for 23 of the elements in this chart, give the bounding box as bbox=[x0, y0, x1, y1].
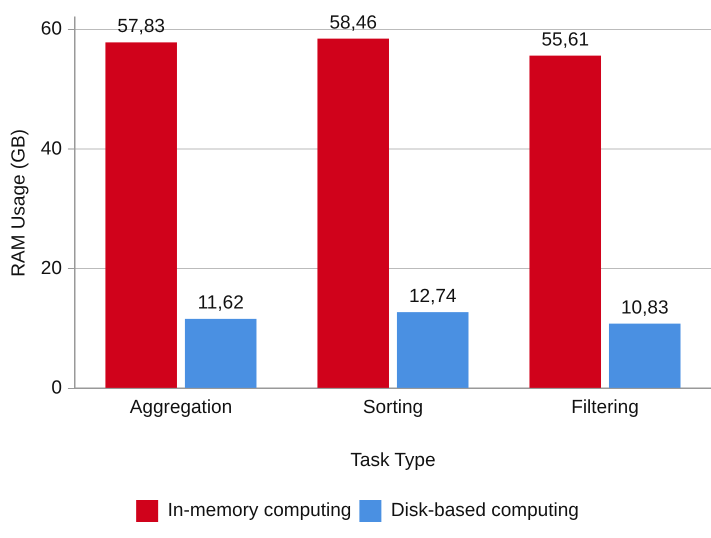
x-tick-label: Filtering bbox=[571, 397, 639, 418]
y-tick-label: 0 bbox=[51, 378, 62, 399]
bar bbox=[184, 318, 256, 388]
x-axis-title: Task Type bbox=[350, 450, 436, 471]
data-label: 57,83 bbox=[117, 16, 165, 38]
y-axis-title: RAM Usage (GB) bbox=[8, 128, 30, 277]
x-tick-label: Aggregation bbox=[130, 397, 232, 418]
bar bbox=[529, 56, 602, 388]
x-tick-label: Sorting bbox=[362, 397, 424, 418]
legend-label: Disk-based computing bbox=[390, 500, 579, 522]
bar bbox=[396, 312, 468, 388]
legend-label: In-memory computing bbox=[168, 500, 352, 522]
bar bbox=[608, 324, 681, 388]
y-tick-label: 60 bbox=[40, 18, 62, 40]
bar bbox=[317, 38, 389, 388]
data-label: 12,74 bbox=[408, 286, 457, 307]
data-label: 58,46 bbox=[329, 12, 377, 34]
data-label: 55,61 bbox=[541, 29, 590, 50]
data-label: 11,62 bbox=[198, 292, 244, 314]
y-tick-label: 20 bbox=[40, 258, 62, 279]
bar bbox=[105, 42, 177, 388]
data-label: 10,83 bbox=[620, 297, 669, 318]
y-tick-label: 40 bbox=[40, 138, 62, 160]
